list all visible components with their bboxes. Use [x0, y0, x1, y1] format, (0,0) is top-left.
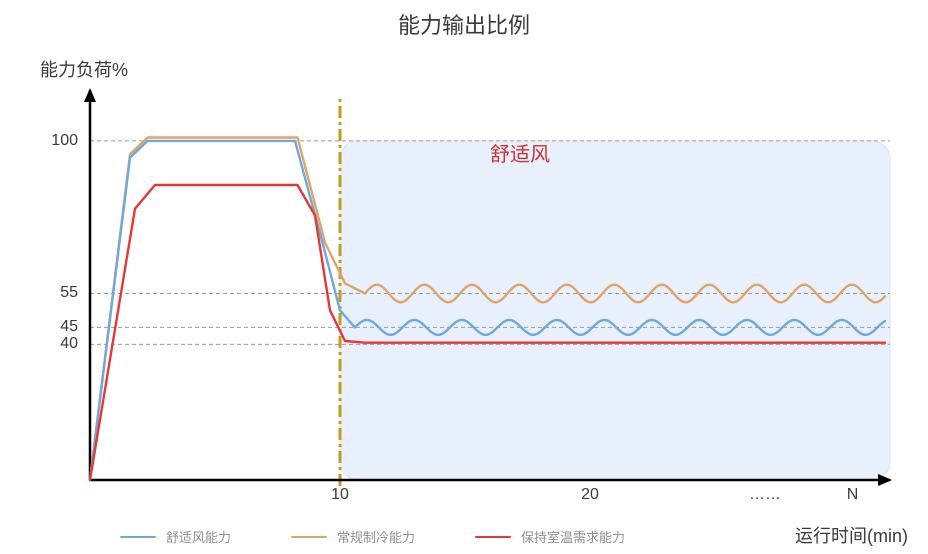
chart-title: 能力输出比例: [0, 8, 928, 40]
y-tick-label: 55: [60, 284, 90, 302]
x-tick-label: N: [847, 480, 859, 504]
legend: 舒适风能力 常规制冷能力 保持室温需求能力: [120, 527, 625, 546]
y-tick-label: 45: [60, 318, 90, 336]
legend-label: 保持室温需求能力: [521, 527, 625, 546]
y-axis-title: 能力负荷%: [40, 56, 128, 82]
x-tick-label: 20: [581, 480, 599, 504]
x-axis-title: 运行时间(min): [795, 522, 908, 548]
legend-label: 常规制冷能力: [337, 527, 415, 546]
shaded-region: [340, 141, 890, 480]
legend-label: 舒适风能力: [166, 527, 231, 546]
legend-swatch: [291, 536, 327, 538]
y-axis-arrow: [84, 88, 96, 102]
legend-swatch: [475, 536, 511, 538]
legend-item-demand: 保持室温需求能力: [475, 527, 625, 546]
y-tick-label: 100: [51, 132, 90, 150]
legend-item-comfort: 舒适风能力: [120, 527, 231, 546]
plot-area: 100554540 1020……N 舒适风: [90, 90, 890, 480]
y-tick-label: 40: [60, 335, 90, 353]
x-axis-arrow: [878, 474, 892, 486]
x-tick-label: 10: [331, 480, 349, 504]
x-tick-label: ……: [749, 480, 781, 504]
shaded-region-label: 舒适风: [490, 138, 550, 167]
legend-swatch: [120, 536, 156, 538]
legend-item-regular: 常规制冷能力: [291, 527, 415, 546]
